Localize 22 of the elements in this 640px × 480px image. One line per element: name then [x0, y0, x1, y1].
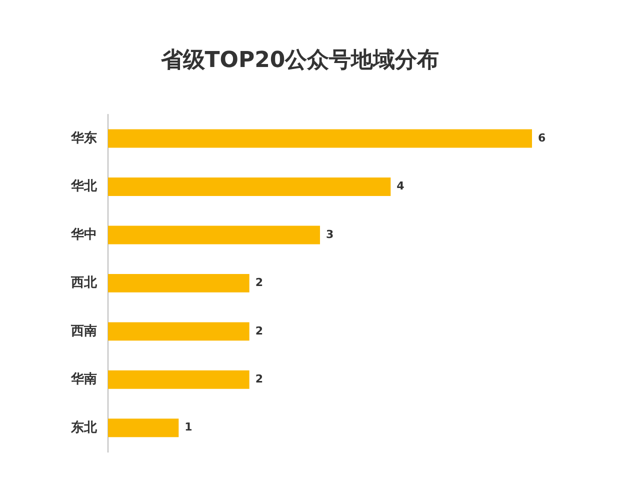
- data-label: 1: [184, 420, 192, 434]
- data-label: 2: [255, 372, 263, 386]
- bar: [108, 322, 250, 341]
- y-tick-label: 华南: [70, 372, 97, 388]
- y-tick-label: 华北: [70, 179, 98, 194]
- y-tick-label: 东北: [70, 419, 98, 436]
- bar: [108, 418, 179, 438]
- data-label: 2: [255, 324, 263, 338]
- bar: [108, 178, 391, 196]
- bar: [108, 226, 320, 244]
- data-label: 2: [255, 276, 263, 290]
- bar: [108, 129, 532, 148]
- chart-title: 省级TOP20公众号地域分布: [160, 48, 440, 73]
- y-tick-label: 华中: [70, 227, 97, 242]
- y-tick-label: 西北: [70, 276, 98, 291]
- data-label: 6: [538, 131, 546, 144]
- data-label: 3: [326, 228, 334, 241]
- y-tick-label: 华东: [70, 130, 97, 146]
- data-label: 4: [396, 180, 405, 193]
- bar: [108, 274, 250, 292]
- y-tick-label: 西南: [70, 324, 97, 339]
- bar: [108, 370, 250, 389]
